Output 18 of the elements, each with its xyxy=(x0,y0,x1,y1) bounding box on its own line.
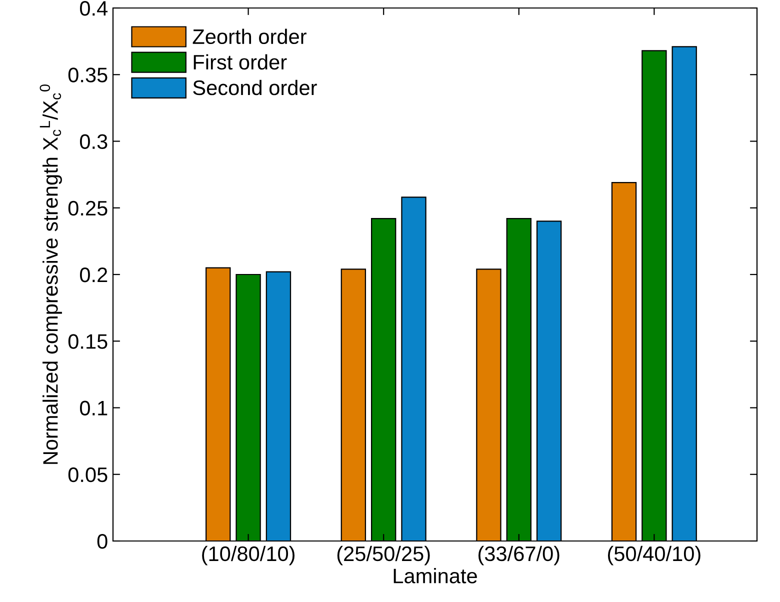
x-tick-label: (25/50/25) xyxy=(337,546,430,566)
y-tick-label: 0.2 xyxy=(80,268,108,282)
y-tick-label: 0.35 xyxy=(68,68,108,82)
y-tick-label: 0.4 xyxy=(80,1,108,16)
y-tick-label: 0 xyxy=(97,534,108,549)
y-axis-title: Normalized compressive strength X$_{c}$$^{L}$/X$_{c}$$^{0}$ xyxy=(40,84,62,464)
x-tick-label: (50/40/10) xyxy=(608,546,700,566)
y-tick-label: 0.15 xyxy=(68,334,108,349)
y-tick-label: 0.1 xyxy=(80,400,108,416)
x-tick-label: (33/67/0) xyxy=(478,546,560,566)
legend-label: Second order xyxy=(193,80,317,96)
legend-label: Zeorth order xyxy=(192,28,306,44)
y-tick-label: 0.05 xyxy=(68,467,108,482)
y-tick-label: 0.3 xyxy=(80,134,108,150)
x-tick-label: (10/80/10) xyxy=(202,546,294,566)
legend-label: First order xyxy=(194,54,287,70)
y-tick-label: 0.25 xyxy=(68,200,108,216)
x-axis-title: Laminate xyxy=(394,568,477,584)
